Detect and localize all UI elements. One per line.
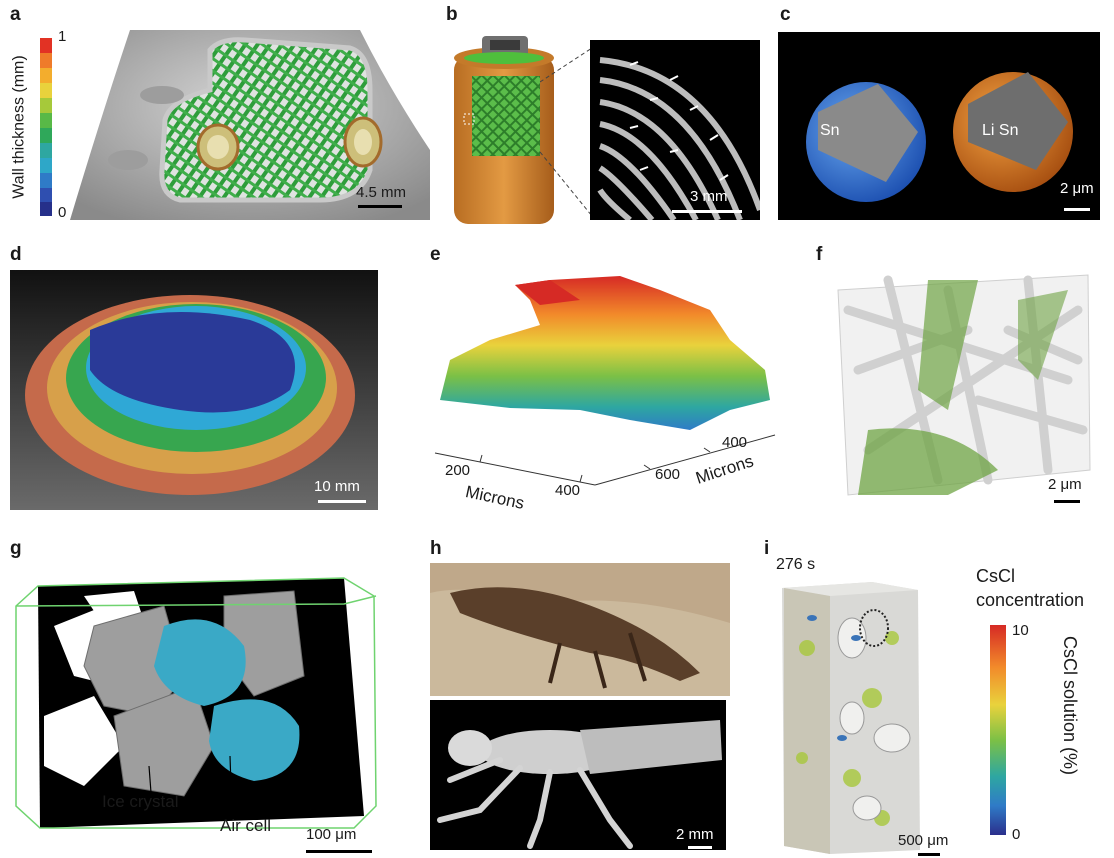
colorbar-axis-label: Wall thickness (mm) (10, 55, 28, 199)
panel-f-scale-bar (1054, 500, 1080, 503)
panel-label-d: d (10, 244, 22, 265)
sn-label: Sn (820, 122, 840, 139)
panel-i-scale-bar (918, 853, 940, 856)
panel-label-e: e (430, 244, 441, 265)
cscl-cb-max: 10 (1012, 622, 1029, 639)
wall-thickness-colorbar (40, 38, 52, 216)
panel-a-scale-bar (358, 205, 402, 208)
panel-label-c: c (780, 4, 791, 25)
e-xtick-400: 400 (555, 482, 581, 499)
panel-d-scale-bar (318, 500, 366, 503)
panel-label-h: h (430, 538, 442, 559)
panel-label-a: a (10, 4, 21, 25)
panel-g-scale-label: 100 μm (306, 826, 357, 843)
ice-crystal-label: Ice crystal (102, 792, 179, 811)
fossil-photo (430, 563, 730, 696)
panel-i-scale-label: 500 μm (898, 832, 949, 849)
battery-ct-slice (590, 40, 760, 220)
panel-a-scale-label: 4.5 mm (356, 184, 407, 201)
e-ytick-400: 400 (722, 434, 748, 451)
panel-label-b: b (446, 4, 458, 25)
panel-d-image (10, 270, 378, 510)
panel-f-image (828, 270, 1098, 500)
panel-c-scale-bar (1064, 208, 1090, 211)
panel-b-scale-bar (672, 210, 742, 213)
panel-label-g: g (10, 538, 22, 559)
panel-g-scale-bar (306, 850, 372, 853)
legend-title-line2: concentration (976, 590, 1085, 610)
panel-d-scale-label: 10 mm (314, 478, 360, 495)
cscl-cb-min: 0 (1012, 826, 1021, 843)
colorbar-max-label: 1 (58, 28, 67, 45)
panel-e-axes (430, 425, 780, 515)
panel-g-image (14, 566, 384, 836)
panel-e-surface (430, 270, 780, 450)
cscl-cb-axis-label: CsCl solution (%) (1060, 636, 1080, 776)
panel-f-scale-label: 2 μm (1048, 476, 1082, 493)
air-cell-label: Air cell (220, 816, 272, 835)
cscl-colorbar (990, 625, 1006, 835)
panel-a-image (70, 30, 430, 220)
e-xtick-200: 200 (445, 462, 471, 479)
panel-i-block (772, 578, 924, 856)
panel-c-scale-label: 2 μm (1060, 180, 1094, 197)
panel-h-scale-bar (688, 846, 712, 849)
time-label: 276 s (776, 556, 816, 573)
zoom-guide-lines (540, 40, 600, 220)
e-ytick-600: 600 (655, 466, 681, 483)
battery-render (442, 34, 562, 230)
fossil-ct-render (430, 700, 726, 850)
colorbar-min-label: 0 (58, 204, 67, 221)
panel-h-scale-label: 2 mm (676, 826, 714, 843)
lisn-label: Li Sn (982, 122, 1019, 139)
panel-c-image (778, 32, 1100, 220)
panel-b-scale-label: 3 mm (690, 188, 728, 205)
panel-label-i: i (764, 538, 770, 559)
panel-label-f: f (816, 244, 823, 265)
legend-title-line1: CsCl (976, 566, 1015, 586)
